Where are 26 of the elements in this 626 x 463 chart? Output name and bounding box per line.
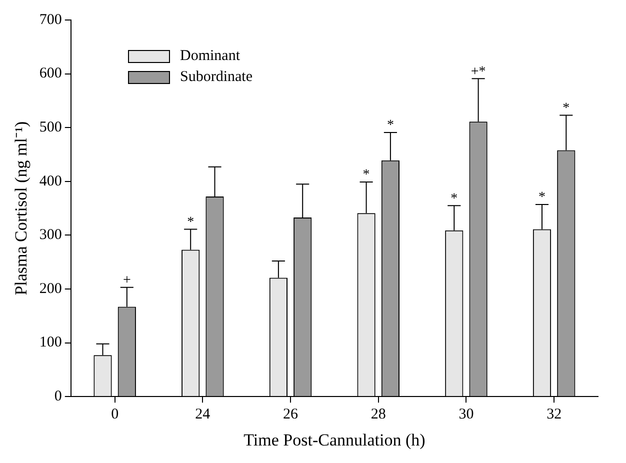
annotation: *: [386, 118, 394, 134]
y-axis-title: Plasma Cortisol (ng ml⁻¹): [12, 121, 31, 296]
legend-label: Subordinate: [180, 69, 252, 86]
annotation: *: [450, 191, 458, 206]
x-axis-title: Time Post-Cannulation (h): [244, 430, 426, 450]
y-tick-label: 300: [39, 227, 62, 244]
y-tick-label: 0: [54, 388, 62, 405]
x-tick-label: 24: [195, 406, 211, 423]
y-tick-label: 200: [39, 280, 62, 297]
y-tick-label: 700: [39, 12, 62, 28]
annotation: *: [362, 168, 370, 183]
y-tick-label: 500: [39, 120, 62, 136]
annotation: *: [187, 214, 194, 230]
y-tick-label: 600: [39, 66, 62, 82]
annotation: *: [562, 100, 570, 116]
annotation: +: [122, 273, 131, 288]
legend-label: Dominant: [180, 48, 240, 65]
x-tick-label: 30: [458, 406, 474, 423]
y-tick-label: 100: [39, 334, 62, 351]
annotation: *: [538, 190, 546, 206]
x-tick-label: 28: [370, 406, 386, 423]
x-tick-label: 0: [111, 406, 119, 423]
x-tick-label: 32: [546, 406, 562, 423]
annotation: +*: [470, 64, 486, 80]
y-tick-label: 400: [39, 173, 62, 190]
x-tick-label: 26: [283, 406, 299, 423]
